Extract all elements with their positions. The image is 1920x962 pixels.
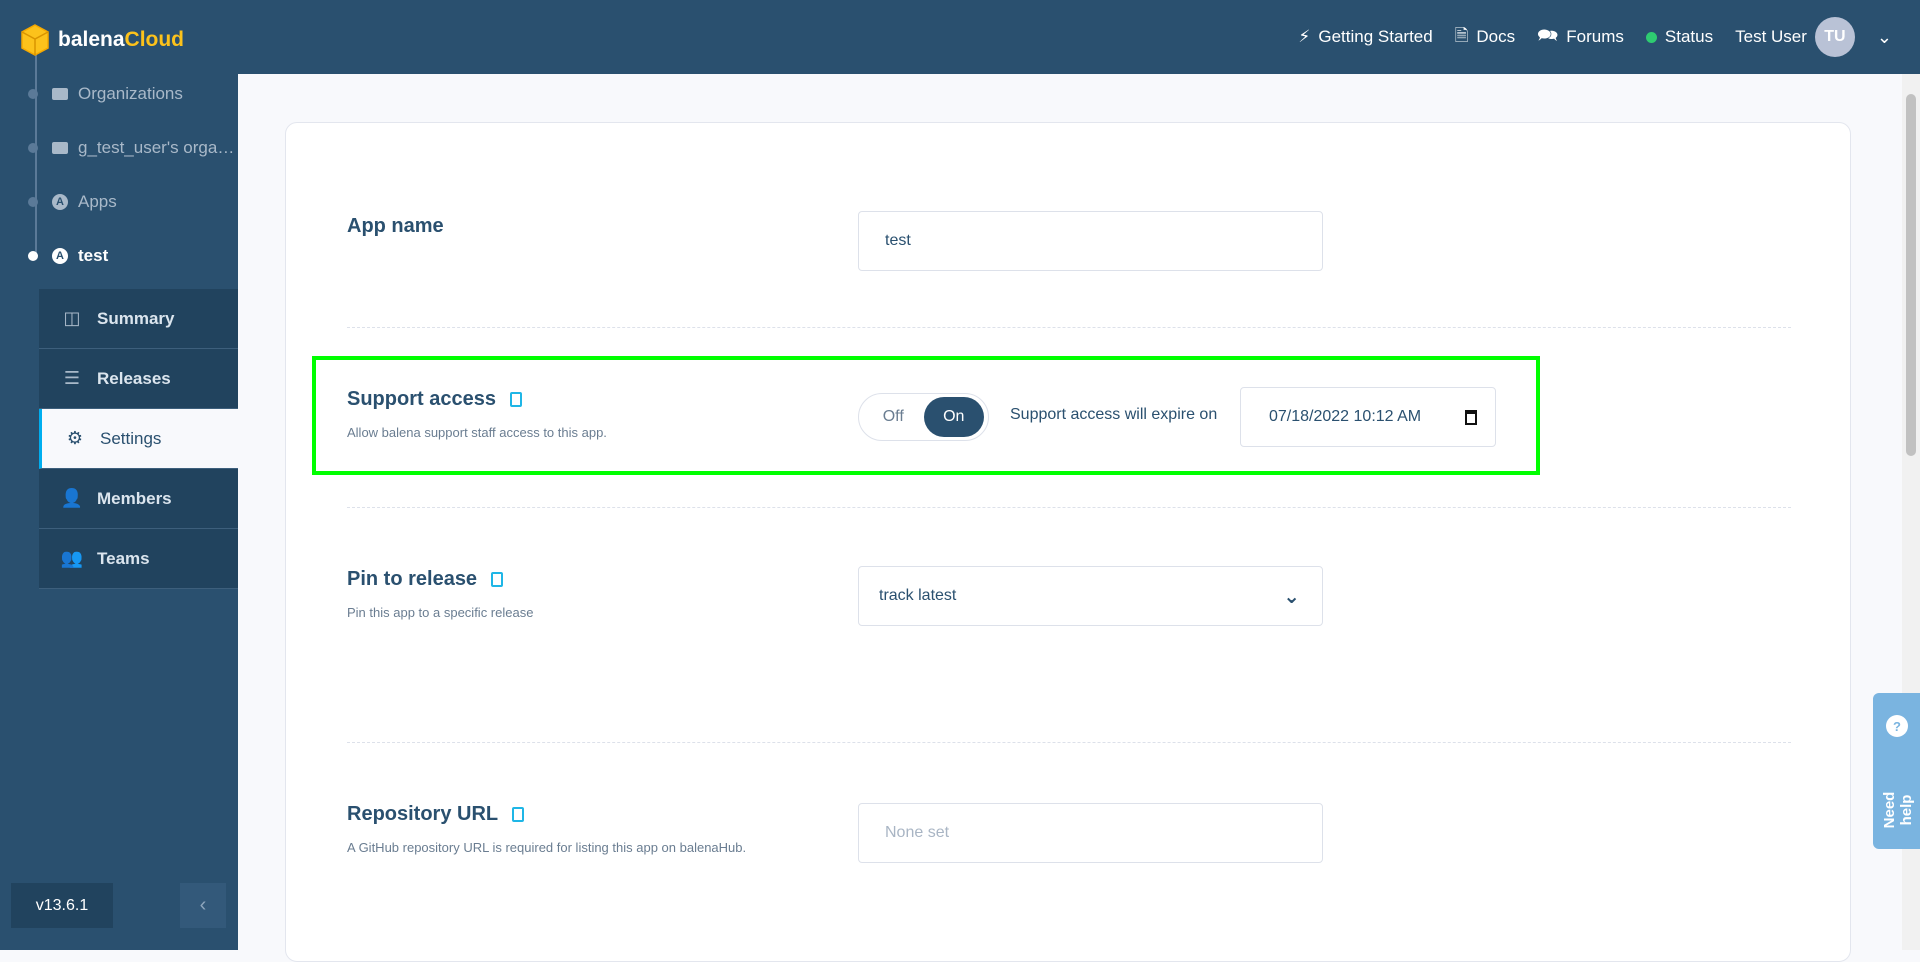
expiry-date-input[interactable]: 07/18/2022 10:12 AM [1240, 387, 1496, 447]
chat-icon: 🗪 [1537, 25, 1559, 45]
breadcrumb-organization[interactable]: g_test_user's orga… [28, 138, 234, 158]
chevron-left-icon: ‹ [199, 894, 207, 916]
scrollbar-thumb[interactable] [1906, 94, 1916, 456]
forums-link[interactable]: 🗪 Forums [1537, 23, 1624, 52]
collapse-sidebar-button[interactable]: ‹ [180, 883, 226, 928]
pin-release-select[interactable]: track latest ⌄ [858, 566, 1323, 626]
version-badge: v13.6.1 [11, 883, 113, 928]
logo[interactable]: balenaCloud [20, 24, 184, 56]
app-name-input[interactable]: test [858, 211, 1323, 271]
sidebar-item-settings[interactable]: ⚙ Settings [39, 409, 238, 469]
briefcase-icon [52, 88, 68, 100]
user-menu[interactable]: Test User [1735, 27, 1807, 46]
columns-icon: ◫ [63, 308, 81, 328]
checklist-icon: ☰ [63, 368, 81, 388]
divider [347, 507, 1791, 508]
repository-url-section: Repository URL A GitHub repository URL i… [347, 803, 747, 855]
app-icon: A [52, 194, 68, 210]
docs-link[interactable]: 🗎 Docs [1455, 23, 1515, 52]
sidebar: balenaCloud Organizations g_test_user's … [0, 0, 238, 950]
document-icon[interactable] [491, 572, 504, 587]
balena-cube-icon [21, 24, 49, 56]
avatar[interactable]: TU [1814, 17, 1855, 57]
document-icon[interactable] [509, 392, 522, 407]
gear-icon: ⚙ [66, 428, 84, 448]
users-icon: 👥 [60, 548, 84, 568]
status-dot-icon [1645, 31, 1657, 43]
lightning-icon: ⚡ [1298, 27, 1311, 46]
getting-started-link[interactable]: ⚡ Getting Started [1298, 27, 1433, 46]
divider [347, 327, 1791, 328]
status-link[interactable]: Status [1645, 27, 1713, 47]
user-icon: 👤 [60, 488, 84, 508]
calendar-icon[interactable] [1465, 409, 1477, 425]
pin-release-section: Pin to release Pin this app to a specifi… [347, 568, 534, 620]
app-submenu: ◫ Summary ☰ Releases ⚙ Settings 👤 Members 👥 T… [39, 289, 238, 589]
support-access-section: Support access Allow balena support staf… [347, 388, 607, 440]
chevron-down-icon[interactable]: ⌄ [1876, 26, 1892, 47]
support-access-toggle[interactable]: Off On [858, 393, 989, 441]
top-header: ⚡ Getting Started 🗎 Docs 🗪 Forums Status Te… [0, 0, 1920, 74]
document-icon[interactable] [512, 807, 525, 822]
app-icon: A [52, 248, 68, 264]
repository-url-input[interactable]: None set [858, 803, 1323, 863]
sidebar-item-members[interactable]: 👤 Members [39, 469, 238, 529]
document-icon: 🗎 [1454, 25, 1469, 45]
expire-label: Support access will expire on [1010, 406, 1218, 423]
sidebar-item-releases[interactable]: ☰ Releases [39, 349, 238, 409]
top-nav: ⚡ Getting Started 🗎 Docs 🗪 Forums Status Te… [1298, 0, 1892, 74]
app-name-section: App name [347, 215, 444, 237]
divider [347, 742, 1791, 743]
briefcase-icon [52, 142, 68, 154]
breadcrumb-apps[interactable]: A Apps [28, 192, 117, 212]
toggle-off[interactable]: Off [882, 408, 904, 425]
help-icon: ? [1886, 715, 1908, 737]
sidebar-item-teams[interactable]: 👥 Teams [39, 529, 238, 589]
breadcrumb-organizations[interactable]: Organizations [28, 84, 183, 104]
need-help-button[interactable]: ? Need help [1873, 693, 1920, 849]
sidebar-item-summary[interactable]: ◫ Summary [39, 289, 238, 349]
highlight-box [312, 356, 1540, 475]
tree-line [35, 50, 37, 256]
chevron-down-icon: ⌄ [1283, 585, 1300, 608]
toggle-on[interactable]: On [923, 397, 984, 437]
